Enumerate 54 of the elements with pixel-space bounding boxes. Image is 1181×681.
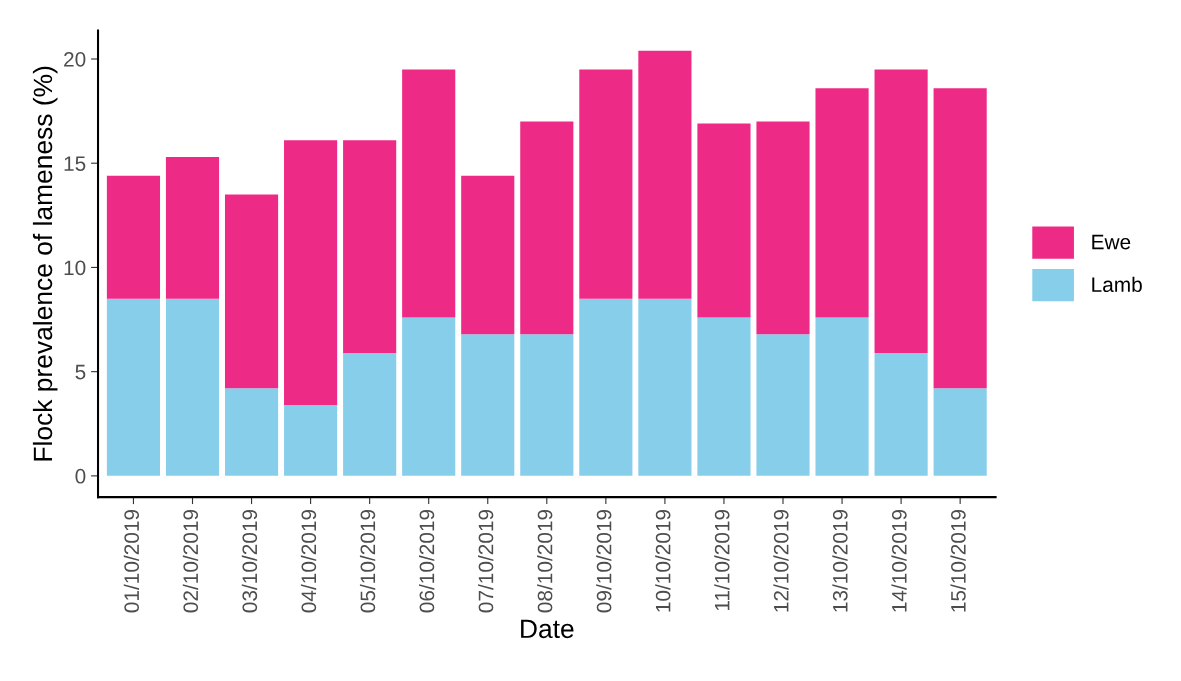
bar (461, 175, 515, 335)
y-tick-label: 0 (75, 468, 86, 484)
bar (343, 352, 397, 476)
bar (874, 69, 928, 353)
legend-label: Ewe (1092, 234, 1131, 250)
x-tick-label: 10/10/2019 (655, 509, 671, 612)
x-axis-title: Date (521, 619, 574, 639)
x-tick-label: 01/10/2019 (123, 509, 140, 613)
bar (697, 123, 751, 318)
x-tick-label: 12/10/2019 (773, 509, 789, 612)
x-tick-label: 07/10/2019 (478, 509, 494, 613)
bar (756, 334, 810, 476)
bar (815, 88, 869, 318)
x-tick-label: 13/10/2019 (832, 509, 848, 612)
bar (402, 317, 456, 476)
x-tick-label: 02/10/2019 (182, 509, 199, 613)
x-tick-label: 06/10/2019 (418, 509, 435, 613)
bar (756, 121, 810, 335)
bar (224, 388, 279, 476)
bar (402, 69, 456, 318)
bar (520, 121, 574, 335)
x-tick-label: 05/10/2019 (359, 509, 376, 613)
bar (579, 298, 633, 476)
x-tick-label: 03/10/2019 (241, 509, 258, 613)
bar (165, 298, 220, 476)
bar (106, 175, 161, 299)
bar (284, 140, 338, 405)
y-tick-label: 5 (75, 364, 86, 380)
x-tick-label: 04/10/2019 (300, 509, 317, 613)
x-tick-label: 14/10/2019 (891, 509, 907, 612)
x-tick-label: 09/10/2019 (596, 509, 612, 613)
y-tick-label: 20 (64, 51, 86, 67)
bar (106, 298, 161, 476)
bar (815, 317, 869, 476)
x-tick-label: 08/10/2019 (537, 509, 553, 613)
bar (284, 405, 338, 476)
y-axis-title: Flock prevalence of lameness (%) (32, 66, 58, 461)
bar (165, 156, 220, 299)
bar (933, 388, 987, 476)
bar (343, 140, 397, 353)
bar (224, 194, 279, 389)
bar (697, 317, 751, 476)
x-tick-label: 11/10/2019 (714, 509, 730, 611)
y-tick-label: 10 (64, 260, 86, 276)
x-tick-label: 15/10/2019 (950, 509, 966, 612)
bar (579, 69, 633, 299)
bar (638, 50, 692, 299)
bar (874, 352, 928, 476)
bar (933, 88, 987, 389)
bar (520, 334, 574, 476)
bar (638, 298, 692, 476)
legend-label: Lamb (1092, 276, 1142, 293)
y-tick-label: 15 (64, 156, 86, 171)
bar (461, 334, 515, 476)
